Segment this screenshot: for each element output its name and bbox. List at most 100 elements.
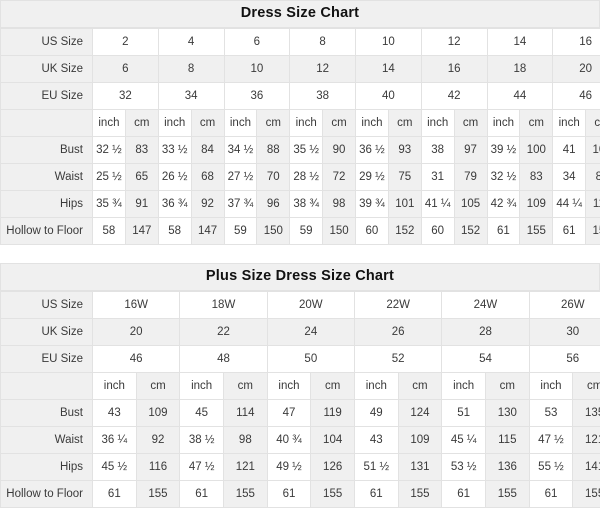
unit-row-spacer bbox=[1, 373, 93, 400]
measurement-inch-value: 49 ½ bbox=[267, 454, 311, 481]
unit-inch-header: inch bbox=[180, 373, 224, 400]
measurement-inch-value: 61 bbox=[553, 218, 586, 245]
unit-inch-header: inch bbox=[356, 110, 389, 137]
measurement-inch-value: 61 bbox=[180, 481, 224, 508]
measurement-inch-value: 45 bbox=[180, 400, 224, 427]
unit-cm-header: cm bbox=[520, 110, 553, 137]
chart-title: Dress Size Chart bbox=[1, 1, 600, 28]
us-size-value: 26W bbox=[529, 292, 600, 319]
measurement-cm-value: 97 bbox=[454, 137, 487, 164]
uk-size-value: 22 bbox=[180, 319, 267, 346]
measurement-inch-value: 26 ½ bbox=[158, 164, 191, 191]
measurement-label: Hips bbox=[1, 191, 93, 218]
measurement-inch-value: 34 bbox=[553, 164, 586, 191]
measurement-cm-value: 141 bbox=[573, 454, 600, 481]
measurement-inch-value: 59 bbox=[224, 218, 257, 245]
measurement-inch-value: 61 bbox=[487, 218, 520, 245]
uk-size-label: UK Size bbox=[1, 319, 93, 346]
us-size-value: 12 bbox=[421, 29, 487, 56]
measurement-cm-value: 126 bbox=[311, 454, 355, 481]
measurement-cm-value: 92 bbox=[136, 427, 180, 454]
plus-size-chart-table: Plus Size Dress Size Chart bbox=[0, 263, 600, 291]
unit-inch-header: inch bbox=[354, 373, 398, 400]
uk-size-value: 26 bbox=[354, 319, 441, 346]
measurement-cm-value: 155 bbox=[520, 218, 553, 245]
dress-size-chart-body: Dress Size Chart bbox=[1, 1, 600, 28]
us-size-value: 2 bbox=[93, 29, 159, 56]
unit-inch-header: inch bbox=[421, 110, 454, 137]
measurement-inch-value: 33 ½ bbox=[158, 137, 191, 164]
unit-inch-header: inch bbox=[93, 373, 137, 400]
measurement-cm-value: 155 bbox=[586, 218, 600, 245]
measurement-cm-value: 83 bbox=[125, 137, 158, 164]
measurement-cm-value: 88 bbox=[257, 137, 290, 164]
measurement-inch-value: 31 bbox=[421, 164, 454, 191]
us-size-value: 20W bbox=[267, 292, 354, 319]
measurement-cm-value: 130 bbox=[485, 400, 529, 427]
measurement-inch-value: 60 bbox=[421, 218, 454, 245]
measurement-inch-value: 40 ¾ bbox=[267, 427, 311, 454]
measurement-inch-value: 53 bbox=[529, 400, 573, 427]
title-row: Plus Size Dress Size Chart bbox=[1, 264, 600, 291]
measurement-cm-value: 65 bbox=[125, 164, 158, 191]
measurement-label: Waist bbox=[1, 164, 93, 191]
dress-size-chart-table: Dress Size Chart bbox=[0, 0, 600, 28]
eu-size-value: 40 bbox=[356, 83, 422, 110]
measurement-cm-value: 155 bbox=[311, 481, 355, 508]
unit-inch-header: inch bbox=[93, 110, 126, 137]
eu-size-value: 50 bbox=[267, 346, 354, 373]
us-size-value: 14 bbox=[487, 29, 553, 56]
measurement-cm-value: 155 bbox=[485, 481, 529, 508]
measurement-inch-value: 47 bbox=[267, 400, 311, 427]
measurement-cm-value: 101 bbox=[388, 191, 421, 218]
eu-size-label: EU Size bbox=[1, 346, 93, 373]
uk-size-value: 20 bbox=[553, 56, 600, 83]
measurement-cm-value: 75 bbox=[388, 164, 421, 191]
measurement-inch-value: 61 bbox=[93, 481, 137, 508]
eu-size-value: 44 bbox=[487, 83, 553, 110]
unit-cm-header: cm bbox=[586, 110, 600, 137]
unit-inch-header: inch bbox=[529, 373, 573, 400]
measurement-cm-value: 155 bbox=[398, 481, 442, 508]
measurement-cm-value: 105 bbox=[454, 191, 487, 218]
us-size-value: 4 bbox=[158, 29, 224, 56]
uk-size-label: UK Size bbox=[1, 56, 93, 83]
uk-size-value: 20 bbox=[93, 319, 180, 346]
measurement-inch-value: 58 bbox=[158, 218, 191, 245]
measurement-cm-value: 68 bbox=[191, 164, 224, 191]
measurement-inch-value: 61 bbox=[354, 481, 398, 508]
uk-size-value: 14 bbox=[356, 56, 422, 83]
measurement-label: Waist bbox=[1, 427, 93, 454]
eu-size-value: 46 bbox=[553, 83, 600, 110]
us-size-value: 16 bbox=[553, 29, 600, 56]
uk-size-value: 28 bbox=[442, 319, 529, 346]
unit-cm-header: cm bbox=[388, 110, 421, 137]
eu-size-value: 42 bbox=[421, 83, 487, 110]
measurement-cm-value: 155 bbox=[136, 481, 180, 508]
eu-size-value: 38 bbox=[290, 83, 356, 110]
eu-size-value: 32 bbox=[93, 83, 159, 110]
measurement-cm-value: 119 bbox=[311, 400, 355, 427]
uk-size-value: 24 bbox=[267, 319, 354, 346]
measurement-cm-value: 147 bbox=[125, 218, 158, 245]
measurement-inch-value: 39 ¾ bbox=[356, 191, 389, 218]
measurement-inch-value: 37 ¾ bbox=[224, 191, 257, 218]
measurement-cm-value: 91 bbox=[125, 191, 158, 218]
measurement-cm-value: 86 bbox=[586, 164, 600, 191]
measurement-inch-value: 49 bbox=[354, 400, 398, 427]
measurement-inch-value: 55 ½ bbox=[529, 454, 573, 481]
unit-inch-header: inch bbox=[290, 110, 323, 137]
measurement-cm-value: 115 bbox=[485, 427, 529, 454]
unit-cm-header: cm bbox=[191, 110, 224, 137]
